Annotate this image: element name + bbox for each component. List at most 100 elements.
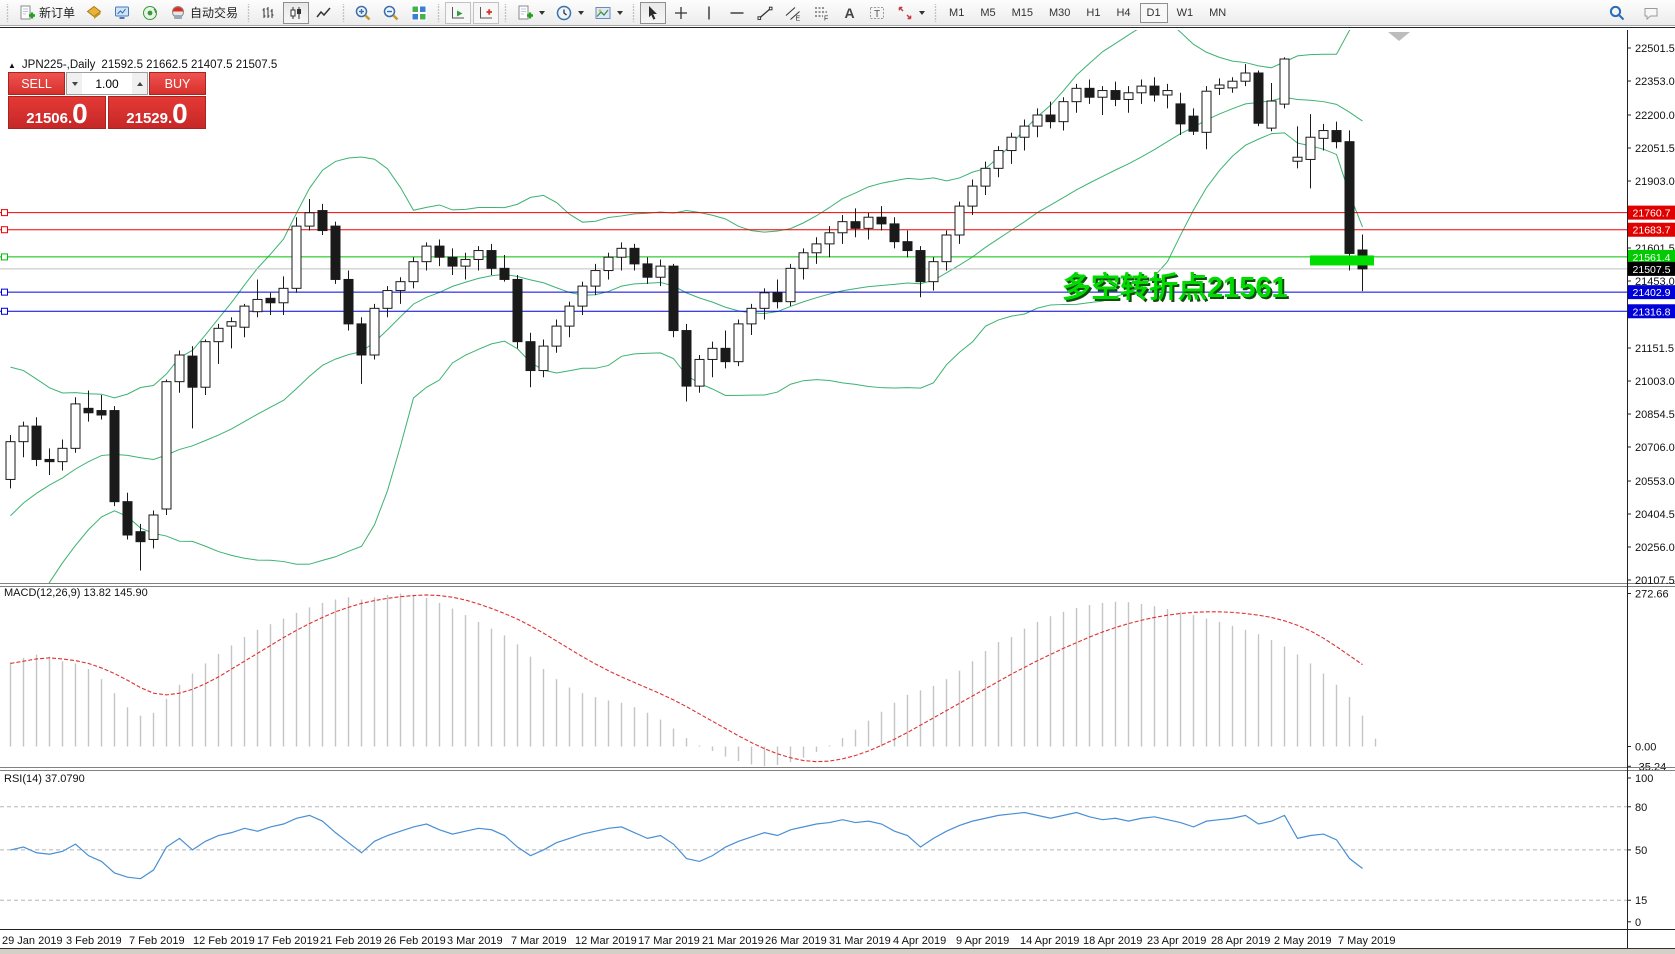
candle [1253, 72, 1264, 124]
market-terminal-button[interactable] [109, 2, 135, 24]
vertical-line-button[interactable] [696, 2, 722, 24]
highlight-rectangle[interactable] [1310, 255, 1374, 266]
text-label-button[interactable]: T [864, 2, 890, 24]
candle [1110, 90, 1121, 100]
volume-increase-button[interactable] [132, 73, 147, 94]
zoom-out-button[interactable] [378, 2, 404, 24]
date-axis[interactable]: 29 Jan 2019 3 Feb 2019 7 Feb 2019 12 Feb 20… [2, 935, 1395, 947]
ohlc-bars-icon [259, 4, 277, 22]
candle [564, 305, 575, 327]
date-label: 26 Mar 2019 [765, 935, 827, 947]
candle [993, 150, 1004, 169]
autotrading-button[interactable]: 自动交易 [165, 2, 242, 24]
line-handle[interactable] [1, 209, 8, 217]
signals-button[interactable] [137, 2, 163, 24]
arrows-button[interactable] [892, 2, 929, 24]
cursor-button[interactable] [640, 1, 667, 24]
bb-middle-band [10, 96, 1363, 517]
tile-windows-button[interactable] [406, 2, 432, 24]
macd-label: MACD(12,26,9) 13.82 145.90 [4, 587, 148, 599]
timeframe-mn-button[interactable]: MN [1202, 3, 1233, 23]
line-price-label: 21561.4 [1633, 252, 1671, 264]
candle [967, 185, 978, 207]
line-handle[interactable] [1, 253, 8, 261]
collapse-arrow-icon[interactable]: ▲ [8, 60, 16, 70]
svg-text:E: E [796, 15, 801, 22]
timeframe-m1-button[interactable]: M1 [942, 3, 971, 23]
toolbar-grip [5, 3, 10, 22]
toolbar-grip [503, 3, 509, 22]
zoom-in-button[interactable] [350, 2, 376, 24]
candle [122, 501, 133, 536]
rsi-tick-label: 15 [1635, 895, 1647, 907]
date-label: 7 Mar 2019 [511, 935, 567, 947]
chevron-down-icon [617, 10, 624, 15]
svg-text:A: A [845, 5, 855, 21]
profiles-button[interactable] [590, 2, 627, 24]
timeframe-m5-button[interactable]: M5 [973, 3, 1002, 23]
bar-chart-button[interactable] [255, 2, 281, 24]
auto-scroll-button[interactable] [445, 1, 472, 24]
chart-shift-icon [477, 4, 495, 22]
timeframe-m30-button[interactable]: M30 [1042, 3, 1077, 23]
chart-object-button[interactable] [81, 2, 107, 24]
line-handle[interactable] [1, 226, 8, 234]
timeframe-d1-button[interactable]: D1 [1139, 2, 1168, 23]
candle [174, 354, 185, 383]
line-handle[interactable] [1, 307, 8, 315]
periods-button[interactable] [551, 2, 588, 24]
candle [200, 341, 211, 388]
candle [213, 327, 224, 343]
candle [1201, 90, 1212, 133]
date-label: 29 Jan 2019 [2, 935, 63, 947]
timeframe-m15-button[interactable]: M15 [1005, 3, 1040, 23]
trendline-button[interactable] [752, 2, 778, 24]
buy-button[interactable]: BUY [149, 72, 206, 95]
rsi-label: RSI(14) 37.0790 [4, 773, 85, 785]
price-tick-label: 20553.0 [1635, 476, 1675, 488]
candle [616, 247, 627, 258]
candle [447, 256, 458, 267]
volume-decrease-button[interactable] [67, 73, 82, 94]
line-chart-button[interactable] [311, 2, 337, 24]
date-label: 31 Mar 2019 [829, 935, 891, 947]
chart-canvas[interactable]: 多空转折点21561 多空转折点21561 272.660.00-35.24 1… [0, 28, 1675, 954]
timeframe-h4-button[interactable]: H4 [1109, 3, 1137, 23]
candle [18, 425, 29, 443]
sell-price-box[interactable]: 21506. 0 [8, 96, 106, 129]
chart-shift-marker[interactable] [1388, 32, 1410, 41]
chart-shift-button[interactable] [473, 1, 500, 24]
volume-input[interactable] [82, 73, 132, 94]
sell-button[interactable]: SELL [8, 72, 65, 95]
text-button[interactable]: A [836, 2, 862, 24]
fibonacci-button[interactable]: F [808, 2, 834, 24]
line-price-label: 21760.7 [1633, 208, 1671, 220]
candlestick-chart-button[interactable] [283, 1, 310, 24]
candle [317, 210, 328, 232]
horizontal-line-button[interactable] [724, 2, 750, 24]
chart-window[interactable]: 多空转折点21561 多空转折点21561 272.66 0.00 -35.24 1… [0, 27, 1675, 953]
search-button[interactable] [1604, 2, 1630, 24]
price-tick-label: 22051.5 [1635, 143, 1675, 155]
timeframe-h1-button[interactable]: H1 [1079, 3, 1107, 23]
new-order-button[interactable]: 新订单 [14, 2, 79, 24]
crosshair-button[interactable] [668, 2, 694, 24]
candle [1175, 103, 1186, 125]
price-axis[interactable]: 22501.522353.022200.022051.521903.021601… [0, 30, 1675, 950]
macd-pane[interactable]: 272.660.00-35.24 [9, 588, 1669, 773]
line-handle[interactable] [1, 288, 8, 296]
chat-button[interactable] [1638, 2, 1664, 24]
rsi-pane[interactable]: 100 80 50 15 0 [0, 773, 1653, 929]
candle [954, 205, 965, 236]
toolbar-grip [436, 3, 442, 22]
chart-annotation[interactable]: 多空转折点21561 [1062, 270, 1288, 304]
buy-price-box[interactable]: 21529. 0 [108, 96, 206, 129]
timeframe-w1-button[interactable]: W1 [1170, 3, 1201, 23]
candle [187, 355, 198, 388]
annotation-shadow: 多空转折点21561 [1064, 272, 1290, 306]
chart-objects [1310, 255, 1374, 266]
candle [577, 285, 588, 307]
equidistant-channel-button[interactable]: E [780, 2, 806, 24]
candle [1097, 90, 1108, 98]
new-chart-button[interactable] [512, 2, 549, 24]
